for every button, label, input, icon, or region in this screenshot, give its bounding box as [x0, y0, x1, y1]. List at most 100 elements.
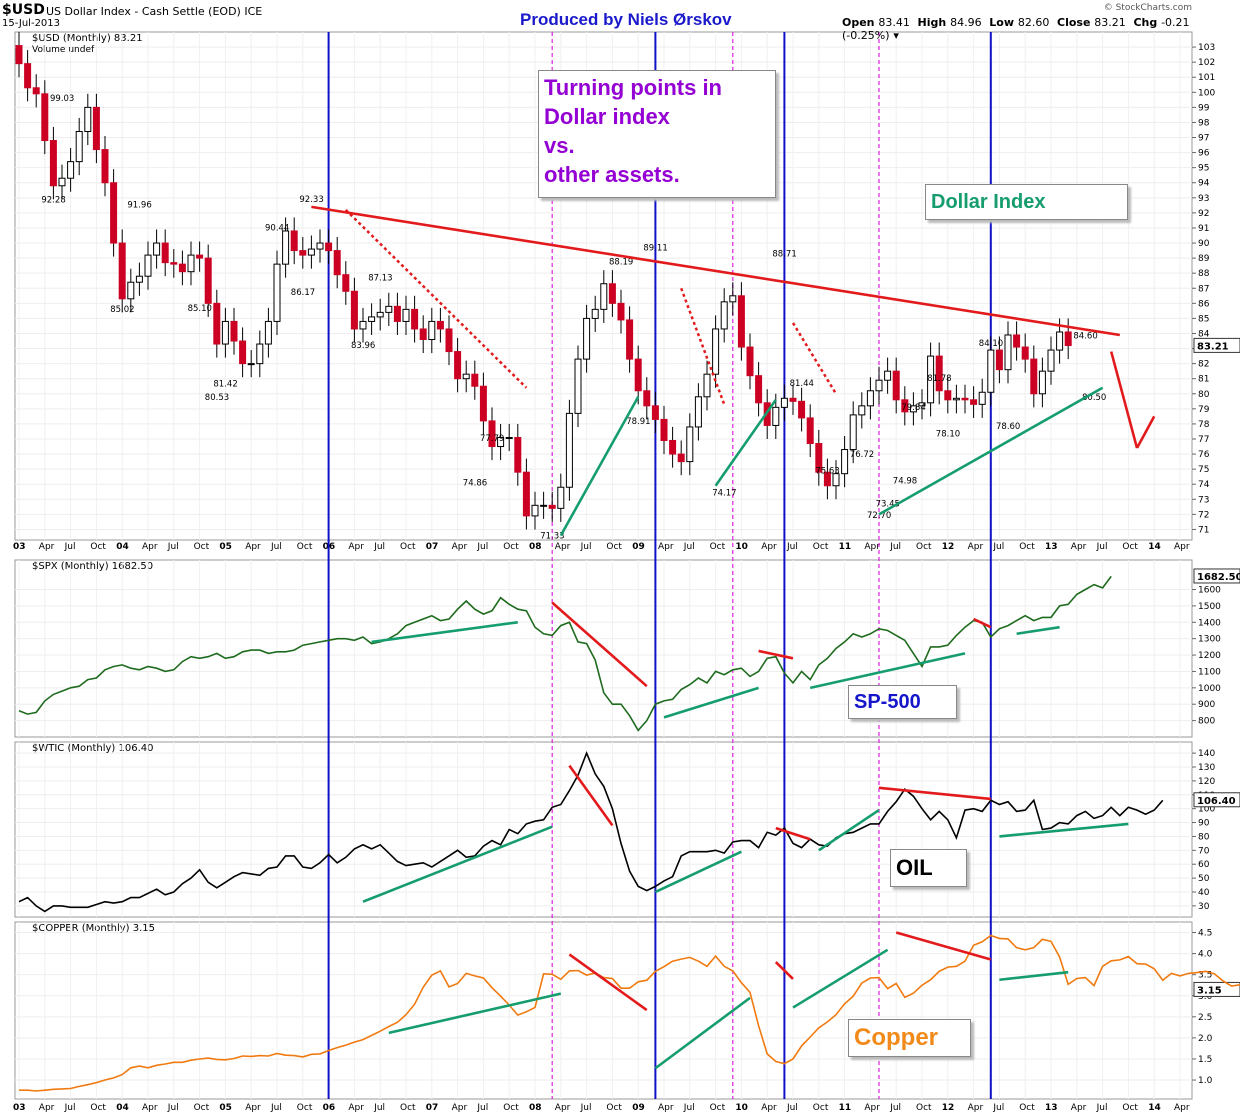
stockcharts-credit[interactable]: © StockCharts.com	[1103, 3, 1192, 13]
candle-body	[1064, 331, 1072, 347]
candle-body	[127, 281, 135, 300]
volume-note: Volume undef	[32, 45, 95, 55]
y-tick-label: 1200	[1198, 651, 1221, 661]
spx-line	[18, 575, 1112, 732]
y-tick-label: 97	[1198, 134, 1209, 144]
y-tick-label: 99	[1198, 103, 1210, 113]
x-tick-label: 10	[735, 542, 748, 552]
x-tick-label: Apr	[142, 542, 158, 552]
red-trendline	[1109, 351, 1139, 449]
y-tick-label: 98	[1198, 118, 1210, 128]
x-tick-label: Jul	[64, 1103, 76, 1113]
x-tick-label: Apr	[761, 542, 777, 552]
red-trendline	[680, 287, 726, 405]
x-tick-label: Apr	[348, 1103, 364, 1113]
x-tick-label: Apr	[968, 1103, 984, 1113]
candle-body	[187, 254, 195, 273]
candle-body	[669, 440, 677, 455]
x-tick-label: Oct	[1019, 542, 1035, 552]
price-label: 81.78	[927, 374, 951, 384]
candle-body	[720, 301, 728, 330]
x-tick-label: Apr	[864, 1103, 880, 1113]
x-tick-label: Apr	[658, 1103, 674, 1113]
candle-body	[600, 283, 608, 310]
candle-body	[454, 351, 462, 380]
dollar-index-label: Dollar Index	[925, 184, 1128, 220]
candle-body	[608, 283, 616, 304]
y-tick-label: 96	[1198, 149, 1210, 159]
green-trendline	[371, 620, 518, 644]
price-label: 78.91	[626, 417, 650, 427]
x-tick-label: Apr	[452, 542, 468, 552]
x-tick-label: Jul	[992, 542, 1004, 552]
green-trendline	[654, 996, 751, 1070]
candle-body	[522, 471, 530, 517]
candle-body	[41, 93, 49, 142]
candle-body	[694, 396, 702, 428]
red-trendline	[791, 322, 838, 395]
y-tick-label: 1.0	[1198, 1076, 1213, 1086]
candle-body	[247, 363, 255, 366]
x-tick-label: Apr	[1174, 1103, 1190, 1113]
price-label: 88.71	[772, 249, 796, 259]
y-tick-label: 2.0	[1198, 1034, 1213, 1044]
candle-body	[884, 370, 892, 381]
x-tick-label: 03	[13, 542, 26, 552]
candle-body	[634, 358, 642, 392]
price-label: 85.10	[188, 304, 212, 314]
candle-body	[161, 242, 169, 264]
y-tick-label: 100	[1198, 88, 1215, 98]
x-tick-label: Oct	[813, 542, 829, 552]
candle-body	[944, 390, 952, 401]
candle-body	[290, 230, 298, 252]
y-tick-label: 60	[1198, 860, 1210, 870]
x-tick-label: Jul	[1096, 1103, 1108, 1113]
y-tick-label: 101	[1198, 73, 1215, 83]
y-tick-label: 88	[1198, 269, 1210, 279]
candle-body	[712, 328, 720, 375]
x-tick-label: 12	[942, 1103, 955, 1113]
candle-body	[909, 405, 917, 413]
green-trendline	[1016, 625, 1060, 636]
candle-body	[15, 45, 23, 65]
y-tick-label: 85	[1198, 314, 1209, 324]
x-tick-label: 08	[529, 1103, 542, 1113]
x-tick-label: Oct	[503, 542, 519, 552]
price-label: 86.17	[291, 288, 315, 298]
candle-body	[368, 316, 376, 322]
price-label: 80.50	[1082, 393, 1106, 403]
candle-body	[927, 355, 935, 404]
candle-body	[866, 390, 874, 407]
price-label: 72.70	[867, 511, 891, 521]
candle-body	[239, 340, 247, 365]
candle-body	[84, 106, 92, 132]
candle-body	[333, 250, 341, 276]
symbol-title: $USD	[2, 2, 45, 18]
candle-body	[393, 305, 401, 322]
green-trendline	[792, 948, 889, 1009]
x-tick-label: Jul	[1096, 542, 1108, 552]
price-label: 79.84	[901, 403, 925, 413]
x-tick-label: 08	[529, 542, 542, 552]
x-tick-label: Oct	[400, 542, 416, 552]
candle-body	[841, 449, 849, 475]
y-tick-label: 80	[1198, 832, 1210, 842]
y-tick-label: 103	[1198, 43, 1215, 53]
price-label: 77.79	[480, 434, 504, 444]
x-tick-label: Oct	[1122, 542, 1138, 552]
x-tick-label: 12	[942, 542, 955, 552]
x-tick-label: Oct	[916, 542, 932, 552]
price-label: 92.33	[299, 195, 323, 205]
x-tick-label: Jul	[373, 542, 385, 552]
candle-body	[660, 418, 668, 442]
candle-body	[1038, 370, 1046, 395]
x-tick-label: 07	[426, 1103, 439, 1113]
y-tick-label: 82	[1198, 360, 1209, 370]
candle-body	[204, 257, 212, 304]
x-tick-label: Jul	[580, 1103, 592, 1113]
y-tick-label: 3.5	[1198, 971, 1212, 981]
x-tick-label: Apr	[348, 542, 364, 552]
symbol-description: US Dollar Index - Cash Settle (EOD) ICE	[46, 5, 263, 18]
green-trendline	[559, 396, 640, 537]
candle-body	[488, 420, 496, 448]
